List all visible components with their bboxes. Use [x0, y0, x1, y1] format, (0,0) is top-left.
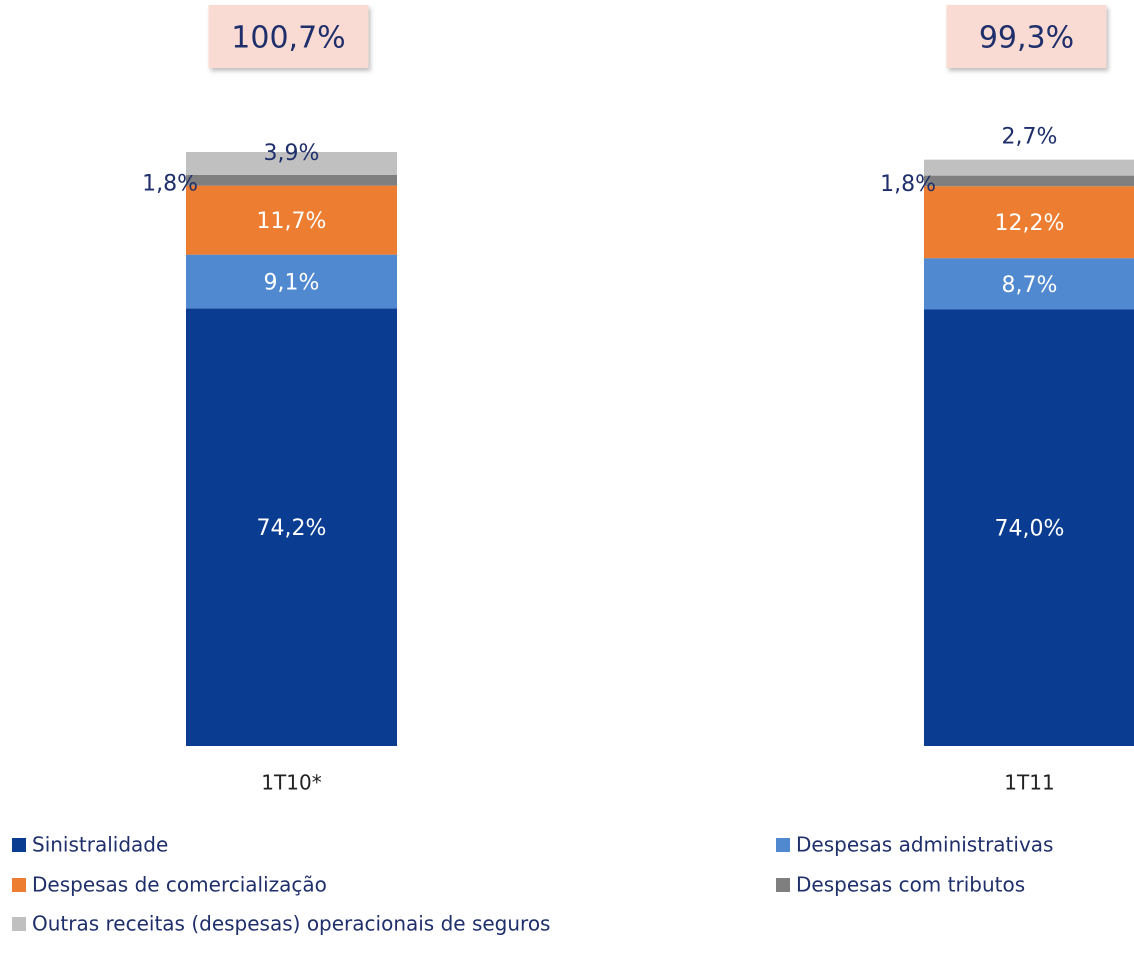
legend-swatch [776, 838, 790, 852]
bar-segment [924, 175, 1134, 187]
bar-segment [924, 309, 1134, 746]
bar-segment [186, 254, 397, 309]
legend-label: Sinistralidade [32, 833, 168, 857]
data-label: 8,7% [1002, 273, 1058, 298]
data-label: 74,2% [257, 516, 327, 541]
bar-segment [186, 308, 397, 746]
total-label: 99,3% [979, 21, 1074, 56]
legend-swatch [776, 878, 790, 892]
data-label: 1,8% [880, 172, 936, 197]
bar-segment [924, 159, 1134, 176]
bar-segment [186, 152, 397, 176]
bar-segment [186, 185, 397, 255]
legend-swatch [12, 878, 26, 892]
data-label: 1,8% [142, 171, 198, 196]
legend-label: Outras receitas (despesas) operacionais … [32, 912, 550, 936]
bar-segment [924, 186, 1134, 259]
data-label: 9,1% [264, 270, 320, 295]
bar-segment [186, 175, 397, 186]
bar-segment [924, 258, 1134, 310]
legend-label: Despesas com tributos [796, 873, 1025, 897]
data-label: 74,0% [995, 517, 1065, 542]
x-tick-label: 1T11 [1004, 771, 1054, 795]
legend-label: Despesas de comercialização [32, 873, 327, 897]
legend-swatch [12, 838, 26, 852]
legend-label: Despesas administrativas [796, 833, 1053, 857]
total-box [946, 5, 1107, 68]
data-label: 11,7% [257, 209, 327, 234]
data-label: 3,9% [264, 141, 320, 166]
total-box [208, 5, 369, 68]
total-label: 100,7% [231, 21, 345, 56]
x-tick-label: 1T10* [261, 771, 321, 795]
data-label: 2,7% [1002, 125, 1058, 150]
data-label: 12,2% [995, 211, 1065, 236]
legend-swatch [12, 917, 26, 931]
